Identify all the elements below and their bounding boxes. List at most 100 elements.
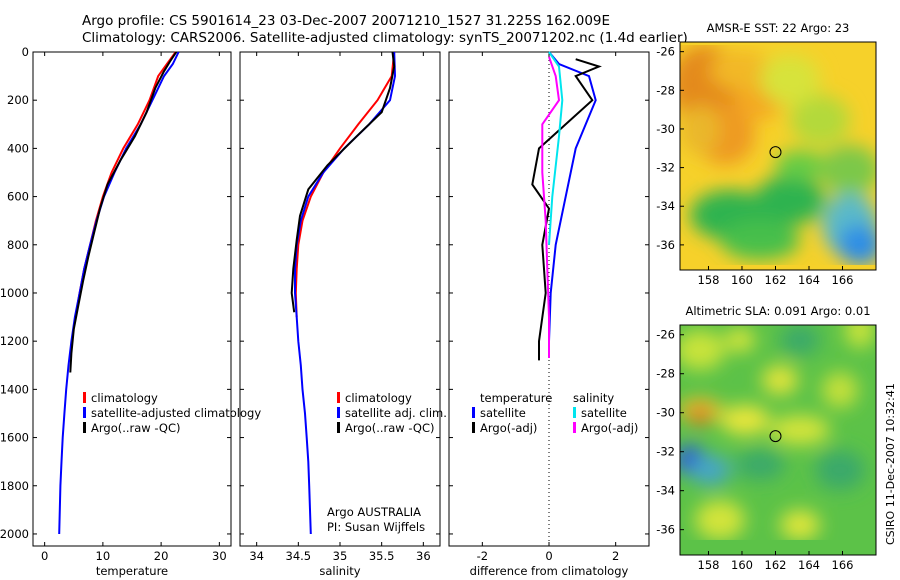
figure-title-line2: Climatology: CARS2006. Satellite-adjuste…	[82, 30, 688, 46]
y-tick-label: 0	[22, 45, 29, 59]
heatmap-cell	[720, 220, 800, 260]
map-frame	[679, 41, 877, 271]
x-tick-label: 10	[96, 549, 111, 563]
y-tick-label: 600	[7, 190, 29, 204]
x-tick-label: 162	[765, 273, 787, 287]
x-tick-label: 0	[41, 549, 48, 563]
y-tick-label: -26	[656, 328, 675, 342]
y-tick-label: -28	[656, 83, 675, 97]
plot-frame	[239, 51, 441, 547]
heatmap-cell	[820, 145, 876, 195]
heatmap-cell	[762, 365, 798, 395]
y-tick-label: -34	[656, 484, 675, 498]
legend-swatch-magenta	[573, 422, 576, 433]
heatmap-cell	[680, 330, 725, 370]
heatmap-cell	[760, 55, 820, 105]
heatmap-cell	[845, 325, 875, 348]
legend-swatch-black	[472, 422, 475, 433]
legend-item-climatology: climatology	[337, 391, 447, 406]
y-tick-label: -30	[656, 406, 675, 420]
heatmap-field	[680, 325, 876, 555]
heatmap-cell	[735, 450, 785, 480]
legend-item-argo: Argo(..raw -QC)	[337, 421, 447, 436]
heatmap-cell	[780, 510, 820, 540]
x-tick-label: 35.5	[369, 549, 395, 563]
x-tick-label: 160	[731, 558, 753, 572]
series-line	[541, 56, 561, 358]
x-tick-label: 160	[731, 273, 753, 287]
legend-swatch-black	[337, 422, 340, 433]
x-tick-label: 166	[832, 558, 854, 572]
y-tick-label: 1800	[0, 479, 29, 493]
heatmap-cell	[720, 405, 770, 435]
heatmap-cell	[680, 105, 720, 155]
x-tick-label: 30	[212, 549, 227, 563]
legend-label: satellite-adjusted climatology	[91, 406, 262, 420]
x-tick-label: 34.5	[286, 549, 312, 563]
chart-sst_map: 158 160 162 164 166 -26 -28 -30 -32 -34 -36 AMSR-E …	[656, 21, 877, 287]
argo-position-marker	[769, 146, 782, 159]
legend-title-salinity: salinity	[573, 391, 615, 405]
x-tick-label: 164	[798, 273, 820, 287]
series-line	[290, 51, 396, 313]
heatmap-cell	[838, 225, 876, 265]
heatmap-cell	[688, 405, 712, 425]
x-tick-label: 20	[154, 549, 169, 563]
legend-item-climatology: climatology	[83, 391, 261, 406]
y-tick-label: -32	[656, 445, 675, 459]
legend-diff-row-argo: Argo(-adj) Argo(-adj)	[472, 421, 642, 436]
x-tick-label: 162	[765, 558, 787, 572]
legend-swatch-red	[337, 392, 340, 403]
x-tick-label: 2	[612, 549, 619, 563]
legend-label: satellite adj. clim.	[345, 406, 447, 420]
heatmap-field	[680, 42, 876, 270]
heatmap-cell	[790, 95, 850, 145]
argo-note: Argo AUSTRALIA PI: Susan Wijffels	[327, 505, 425, 535]
argo-note-line1: Argo AUSTRALIA	[327, 505, 422, 519]
y-tick-label: -32	[656, 161, 675, 175]
legend-swatch-blue	[472, 407, 475, 418]
y-tick-label: -36	[656, 523, 675, 537]
y-tick-label: 200	[7, 93, 29, 107]
heatmap-cell	[770, 415, 830, 445]
map-frame	[679, 324, 877, 556]
plot-frame	[32, 51, 232, 547]
legend-item-satellite: satellite-adjusted climatology	[83, 406, 261, 421]
x-axis-label: difference from climatology	[470, 564, 629, 578]
y-tick-label: 1000	[0, 286, 29, 300]
map-title: Altimetric SLA: 0.091 Argo: 0.01	[685, 304, 870, 318]
legend-label: Argo(..raw -QC)	[345, 421, 435, 435]
legend-swatch-cyan	[573, 407, 576, 418]
y-tick-label: 800	[7, 238, 29, 252]
series-line	[69, 51, 178, 373]
chart-temperature: 0 10 20 30 0 200 400 600 800 1000 1200 1400 1600 1800…	[0, 45, 232, 578]
heatmap-blobs	[680, 325, 875, 540]
x-axis-label: salinity	[319, 564, 360, 578]
series-line	[548, 51, 564, 245]
x-tick-label: -2	[477, 549, 488, 563]
x-tick-label: 36	[416, 549, 431, 563]
y-tick-label: 2000	[0, 527, 29, 541]
chart-sla_map: 158 160 162 164 166 -26 -28 -30 -32 -34 -36 Altimet…	[656, 304, 877, 572]
legend-label: satellite	[480, 406, 526, 420]
x-tick-label: 34	[249, 549, 264, 563]
legend-swatch-blue	[83, 407, 86, 418]
legend-swatch-red	[83, 392, 86, 403]
legend-label: satellite	[581, 406, 627, 420]
argo-note-line2: PI: Susan Wijffels	[327, 520, 426, 534]
heatmap-cell	[822, 372, 858, 408]
x-tick-label: 0	[545, 549, 552, 563]
x-tick-label: 166	[832, 273, 854, 287]
x-axis-label: temperature	[96, 564, 168, 578]
figure-title-line1: Argo profile: CS 5901614_23 03-Dec-2007 …	[82, 13, 611, 29]
legend-temperature: climatology satellite-adjusted climatolo…	[83, 391, 261, 436]
y-tick-label: 1400	[0, 382, 29, 396]
argo-position-marker	[769, 430, 782, 443]
legend-diff-row-satellite: satellite satellite	[472, 406, 642, 421]
map-title: AMSR-E SST: 22 Argo: 23	[707, 21, 850, 35]
x-tick-label: 158	[698, 558, 720, 572]
heatmap-cell	[710, 50, 770, 90]
legend-swatch-black	[83, 422, 86, 433]
legend-title-temperature: temperature	[480, 391, 553, 405]
